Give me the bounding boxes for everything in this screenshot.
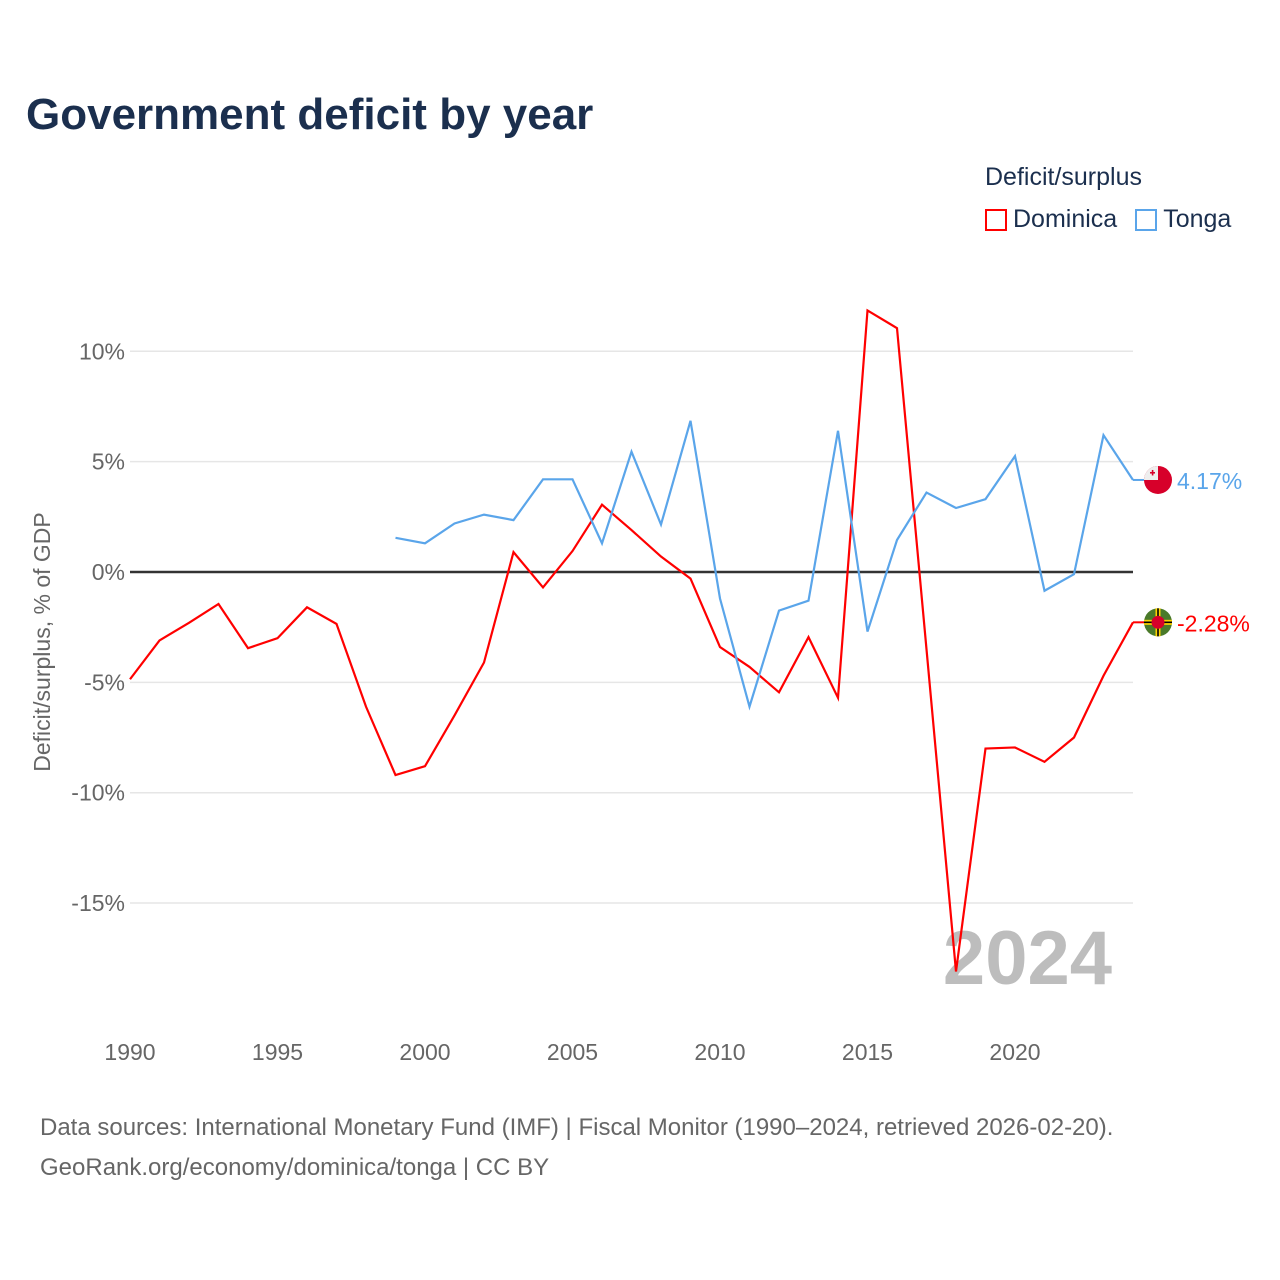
series-line-tonga: [395, 420, 1134, 711]
legend-title: Deficit/surplus: [985, 163, 1142, 191]
data-point[interactable]: [806, 598, 812, 604]
y-tick-label: -10%: [71, 780, 125, 806]
x-tick-label: 2015: [842, 1039, 893, 1065]
data-point[interactable]: [953, 968, 959, 974]
year-watermark: 2024: [943, 916, 1112, 1001]
data-point[interactable]: [599, 502, 605, 508]
x-tick-label: 1990: [104, 1039, 155, 1065]
data-point[interactable]: [983, 746, 989, 752]
data-point[interactable]: [629, 527, 635, 533]
data-point[interactable]: [304, 604, 310, 610]
data-point[interactable]: [1012, 453, 1018, 459]
legend-item-dominica[interactable]: Dominica: [985, 205, 1117, 234]
x-tick-label: 2020: [989, 1039, 1040, 1065]
data-point[interactable]: [452, 520, 458, 526]
data-point[interactable]: [629, 449, 635, 455]
data-point[interactable]: [422, 540, 428, 546]
data-point[interactable]: [658, 554, 664, 560]
y-tick-label: -5%: [84, 669, 125, 695]
source-line-1: Data sources: International Monetary Fun…: [40, 1114, 1114, 1141]
data-point[interactable]: [570, 548, 576, 554]
data-point[interactable]: [570, 476, 576, 482]
data-point[interactable]: [865, 307, 871, 313]
data-point[interactable]: [924, 490, 930, 496]
y-tick-label: 10%: [79, 338, 125, 364]
data-point[interactable]: [865, 629, 871, 635]
data-point[interactable]: [157, 637, 163, 643]
data-point[interactable]: [1101, 673, 1107, 679]
data-point[interactable]: [1071, 571, 1077, 577]
data-point[interactable]: [216, 601, 222, 607]
data-point[interactable]: [1012, 744, 1018, 750]
data-point[interactable]: [688, 576, 694, 582]
data-point[interactable]: [1101, 432, 1107, 438]
data-point[interactable]: [540, 476, 546, 482]
dominica-flag-icon: [1144, 608, 1172, 637]
data-point[interactable]: [540, 584, 546, 590]
data-point[interactable]: [776, 689, 782, 695]
data-point[interactable]: [481, 512, 487, 518]
legend: Dominica Tonga: [985, 205, 1231, 234]
y-tick-label: 5%: [92, 449, 125, 475]
chart-title: Government deficit by year: [26, 90, 594, 139]
legend-swatch-dominica: [985, 208, 1007, 231]
legend-label: Tonga: [1163, 205, 1232, 233]
x-tick-label: 2010: [694, 1039, 745, 1065]
data-point[interactable]: [334, 621, 340, 627]
data-point[interactable]: [717, 644, 723, 650]
data-point[interactable]: [363, 704, 369, 710]
data-point[interactable]: [599, 540, 605, 546]
x-tick-label: 1995: [252, 1039, 303, 1065]
data-point[interactable]: [983, 496, 989, 502]
data-point[interactable]: [245, 645, 251, 651]
data-point[interactable]: [275, 635, 281, 641]
legend-item-tonga[interactable]: Tonga: [1135, 205, 1231, 234]
tonga-flag-icon: [1144, 465, 1172, 494]
data-point[interactable]: [658, 522, 664, 528]
data-point[interactable]: [481, 659, 487, 665]
source-link[interactable]: GeoRank.org/economy/dominica/tonga | CC …: [40, 1154, 550, 1181]
data-point[interactable]: [393, 772, 399, 778]
data-point[interactable]: [1071, 735, 1077, 741]
x-tick-label: 2005: [547, 1039, 598, 1065]
end-value-label-dominica: -2.28%: [1177, 610, 1250, 636]
data-point[interactable]: [688, 418, 694, 424]
x-tick-label: 2000: [399, 1039, 450, 1065]
data-point[interactable]: [835, 695, 841, 701]
data-point[interactable]: [894, 537, 900, 543]
legend-swatch-tonga: [1135, 208, 1158, 231]
source-note: Data sources: International Monetary Fun…: [40, 1108, 1113, 1188]
data-point[interactable]: [186, 620, 192, 626]
data-point[interactable]: [127, 676, 133, 682]
data-point[interactable]: [511, 549, 517, 555]
data-point[interactable]: [776, 608, 782, 614]
data-point[interactable]: [924, 646, 930, 652]
data-point[interactable]: [747, 704, 753, 710]
y-tick-label: -15%: [71, 890, 125, 916]
data-point[interactable]: [747, 664, 753, 670]
y-axis-label: Deficit/surplus, % of GDP: [29, 512, 55, 771]
end-value-label-tonga: 4.17%: [1177, 468, 1242, 494]
series-line-dominica: [129, 308, 1134, 972]
data-point[interactable]: [393, 535, 399, 541]
data-point[interactable]: [953, 505, 959, 511]
data-point[interactable]: [422, 763, 428, 769]
data-point[interactable]: [806, 634, 812, 640]
y-tick-label: 0%: [92, 559, 125, 585]
data-point[interactable]: [894, 325, 900, 331]
data-point[interactable]: [452, 712, 458, 718]
legend-label: Dominica: [1013, 205, 1118, 233]
data-point[interactable]: [1042, 588, 1048, 594]
data-point[interactable]: [835, 428, 841, 434]
data-point[interactable]: [717, 595, 723, 601]
data-point[interactable]: [511, 517, 517, 523]
data-point[interactable]: [1042, 759, 1048, 765]
